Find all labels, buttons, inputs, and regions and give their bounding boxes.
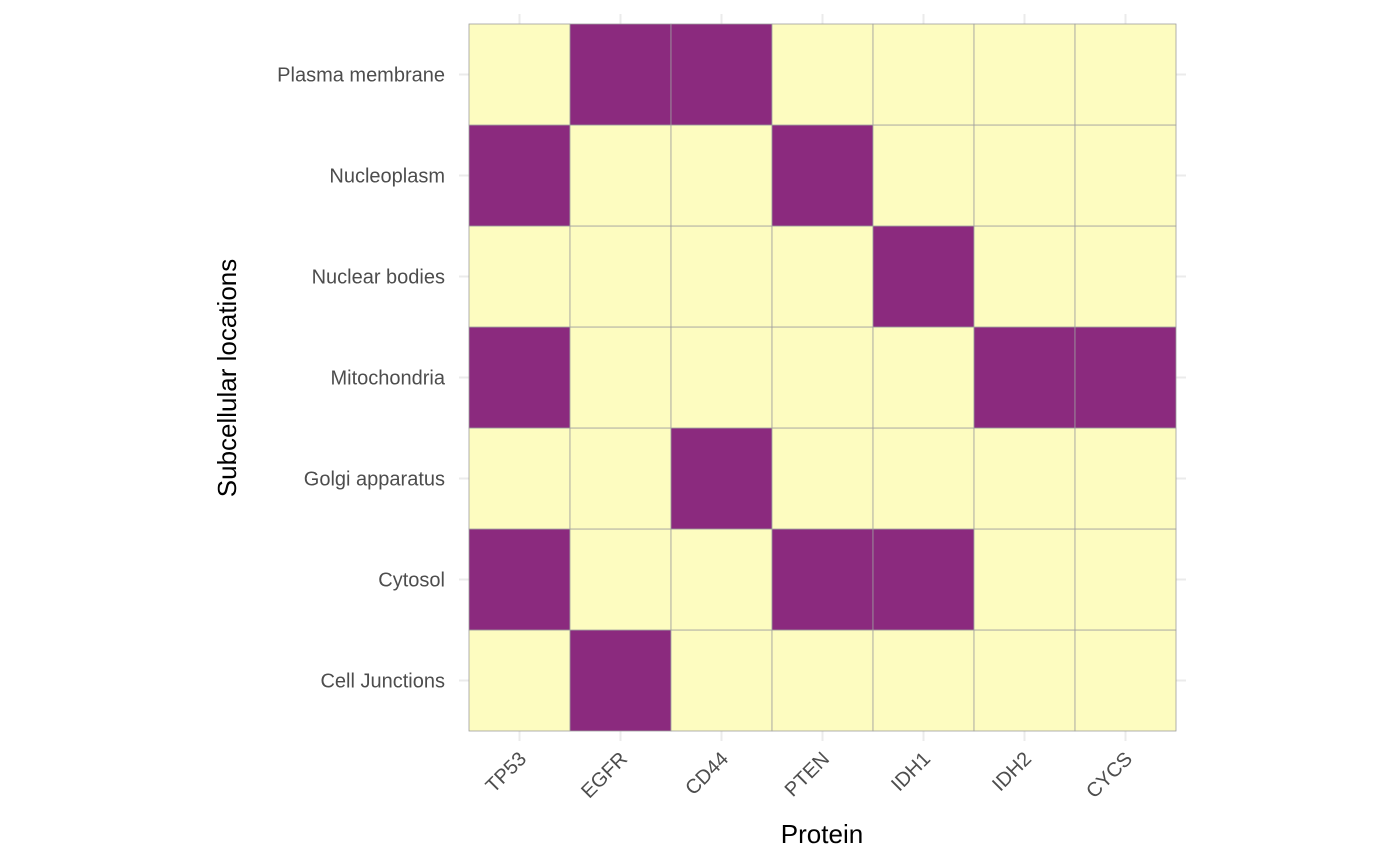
heatmap-cell [973, 427, 1076, 530]
heatmap-cell [1074, 326, 1177, 429]
heatmap-cell [973, 629, 1076, 732]
x-tick-label: TP53 [482, 748, 531, 797]
x-tick-label: CYCS [1082, 748, 1137, 803]
heatmap-cell [468, 427, 571, 530]
heatmap-cell [771, 528, 874, 631]
y-tick-label: Nucleoplasm [329, 166, 445, 188]
x-tick-label: CD44 [681, 748, 733, 800]
heatmap-cell [569, 225, 672, 328]
x-axis-ticks: TP53 EGFR CD44 PTEN IDH1 IDH2 CYCS [482, 748, 1137, 803]
heatmap-cell [872, 124, 975, 227]
y-tick-label: Nuclear bodies [312, 267, 445, 289]
heatmap-cell [872, 528, 975, 631]
heatmap-cell [771, 326, 874, 429]
x-tick-label: IDH1 [887, 748, 935, 796]
y-tick-label: Golgi apparatus [304, 469, 445, 491]
x-tick-label: IDH2 [988, 748, 1036, 796]
heatmap-cell [569, 528, 672, 631]
heatmap-cell [468, 225, 571, 328]
heatmap-cell [569, 23, 672, 126]
heatmap-cell [973, 124, 1076, 227]
heatmap-cell [771, 225, 874, 328]
y-tick-label: Mitochondria [330, 368, 445, 390]
y-tick-label: Cell Junctions [320, 671, 445, 693]
heatmap-cell [670, 629, 773, 732]
heatmap-cell [973, 528, 1076, 631]
heatmap-cell [670, 23, 773, 126]
x-tick-label: PTEN [781, 748, 834, 801]
heatmap-cell [1074, 23, 1177, 126]
heatmap-cell [973, 225, 1076, 328]
heatmap-cell [670, 124, 773, 227]
x-tick-label: EGFR [577, 748, 632, 803]
heatmap-cell [569, 326, 672, 429]
heatmap-cell [468, 23, 571, 126]
heatmap-cell [569, 629, 672, 732]
heatmap-cell [1074, 629, 1177, 732]
heatmap-cell [771, 427, 874, 530]
heatmap-cell [872, 629, 975, 732]
y-axis-title: Subcellular locations [212, 259, 242, 497]
heatmap-cell [670, 427, 773, 530]
heatmap-cell [1074, 427, 1177, 530]
heatmap-cell [1074, 528, 1177, 631]
heatmap-cell [872, 326, 975, 429]
heatmap-cell [670, 528, 773, 631]
heatmap-cell [670, 225, 773, 328]
heatmap-cell [973, 23, 1076, 126]
heatmap-cell [1074, 225, 1177, 328]
heatmap-cell [872, 427, 975, 530]
y-axis-ticks: Cell Junctions Cytosol Golgi apparatus Mito… [277, 65, 446, 693]
heatmap-cell [569, 427, 672, 530]
heatmap-cell [872, 23, 975, 126]
heatmap-cell [468, 326, 571, 429]
heatmap-cells [468, 23, 1177, 732]
heatmap-cell [771, 124, 874, 227]
y-tick-label: Cytosol [378, 570, 445, 592]
heatmap-cell [569, 124, 672, 227]
heatmap-cell [670, 326, 773, 429]
heatmap-cell [468, 528, 571, 631]
heatmap-cell [771, 23, 874, 126]
x-axis-title: Protein [781, 819, 863, 849]
y-tick-label: Plasma membrane [277, 65, 445, 87]
heatmap-cell [468, 629, 571, 732]
heatmap-cell [771, 629, 874, 732]
heatmap-cell [872, 225, 975, 328]
heatmap-cell [1074, 124, 1177, 227]
heatmap-cell [973, 326, 1076, 429]
heatmap-cell [468, 124, 571, 227]
